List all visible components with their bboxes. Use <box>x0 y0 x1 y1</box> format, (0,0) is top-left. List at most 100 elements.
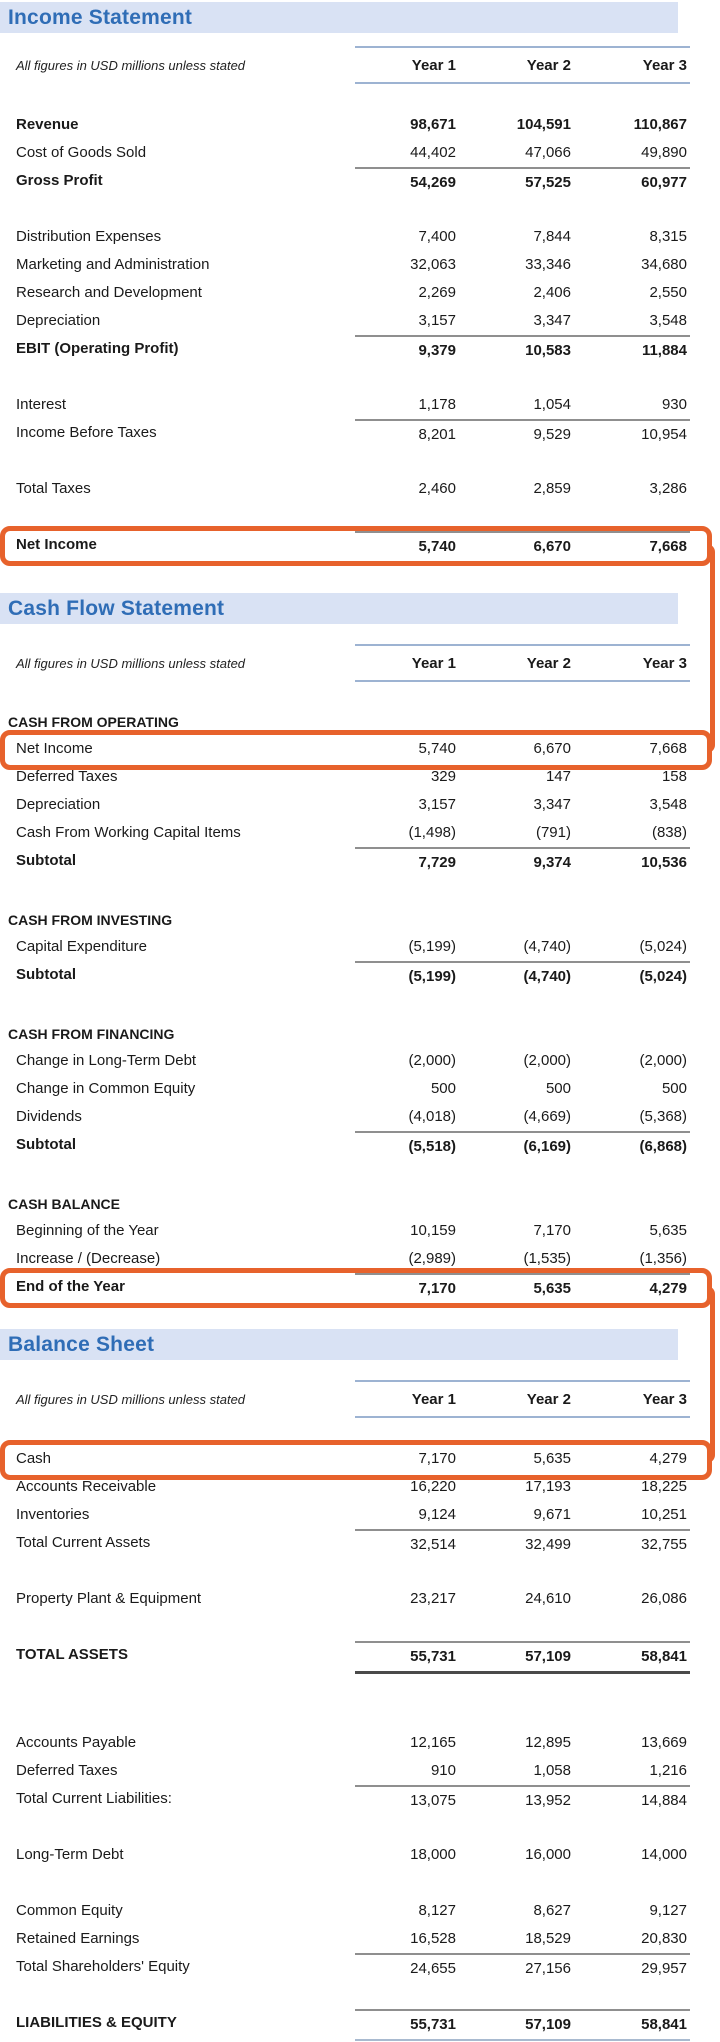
table-row: LIABILITIES & EQUITY 55,731 57,109 58,841 <box>6 2009 720 2041</box>
row-value: 7,170 <box>355 1273 459 1306</box>
table-row: Net Income 5,740 6,670 7,668 <box>0 730 720 770</box>
row-label: Net Income <box>16 536 97 553</box>
row-value: 57,109 <box>459 2009 574 2041</box>
row-label: End of the Year <box>16 1278 125 1295</box>
row-value: 5,635 <box>533 1450 571 1467</box>
table-row: Distribution Expenses 7,400 7,844 8,315 <box>6 223 720 251</box>
row-label: LIABILITIES & EQUITY <box>16 2014 177 2031</box>
row-label: Capital Expenditure <box>16 938 147 955</box>
row-value: 18,000 <box>410 1846 456 1863</box>
row-value: 98,671 <box>410 116 456 133</box>
row-value: 9,529 <box>459 419 574 449</box>
row-label: Cost of Goods Sold <box>16 144 147 161</box>
row-value: 55,731 <box>355 1641 459 1674</box>
table-row: Subtotal 7,729 9,374 10,536 <box>6 847 720 875</box>
row-value: 26,086 <box>641 1590 687 1607</box>
row-value: (5,518) <box>355 1131 459 1161</box>
row-value: (5,199) <box>355 961 459 991</box>
section-title-band: Balance Sheet <box>0 1329 678 1360</box>
row-value: 9,127 <box>649 1902 687 1919</box>
table-row: Common Equity 8,127 8,627 9,127 <box>6 1897 720 1925</box>
row-value: 3,347 <box>533 312 571 329</box>
statement-section-cash-flow-statement: Cash Flow Statement All figures in USD mi… <box>0 593 720 1308</box>
row-value: 13,669 <box>641 1734 687 1751</box>
table-row: Total Shareholders' Equity 24,655 27,156 29… <box>6 1953 720 1981</box>
row-value: 12,165 <box>410 1734 456 1751</box>
table-header: All figures in USD millions unless state… <box>6 1380 720 1418</box>
row-value: 6,670 <box>459 531 574 564</box>
row-group: Net Income 5,740 6,670 7,668 <box>0 526 720 566</box>
table-row: Dividends (4,018) (4,669) (5,368) <box>6 1103 720 1131</box>
row-value: 57,109 <box>459 1641 574 1674</box>
table-row: TOTAL ASSETS 55,731 57,109 58,841 <box>6 1641 720 1674</box>
row-label: Income Before Taxes <box>16 424 157 441</box>
row-value: 8,201 <box>355 419 459 449</box>
row-value: 12,895 <box>525 1734 571 1751</box>
row-label: EBIT (Operating Profit) <box>16 340 179 357</box>
row-value: (838) <box>651 824 687 841</box>
table-row: Deferred Taxes 329 147 158 <box>6 763 720 791</box>
row-label: Property Plant & Equipment <box>16 1590 202 1607</box>
row-label: Accounts Payable <box>16 1734 137 1751</box>
table-row: Cash 7,170 5,635 4,279 <box>0 1440 720 1480</box>
row-value: (4,740) <box>459 961 574 991</box>
row-group: Property Plant & Equipment 23,217 24,610 26… <box>6 1585 720 1613</box>
row-label: Total Shareholders' Equity <box>16 1958 190 1975</box>
group-caption: CASH FROM INVESTING <box>8 912 173 928</box>
table-row: Gross Profit 54,269 57,525 60,977 <box>6 167 720 195</box>
row-value: 1,054 <box>533 396 571 413</box>
table-row: Income Before Taxes 8,201 9,529 10,954 <box>6 419 720 447</box>
table-header: All figures in USD millions unless state… <box>6 644 720 682</box>
row-label: Deferred Taxes <box>16 1762 118 1779</box>
row-value: 34,680 <box>641 256 687 273</box>
row-label: Total Taxes <box>16 480 91 497</box>
units-note: All figures in USD millions unless state… <box>16 655 246 671</box>
row-value: 58,841 <box>574 1641 690 1674</box>
table-row: Change in Long-Term Debt (2,000) (2,000) (2… <box>6 1047 720 1075</box>
table-row: Increase / (Decrease) (2,989) (1,535) (1,35… <box>6 1245 720 1273</box>
statement-section-income-statement: Income Statement All figures in USD milli… <box>0 2 720 566</box>
row-label: Change in Common Equity <box>16 1080 196 1097</box>
row-value: 8,127 <box>418 1902 456 1919</box>
row-value: 2,460 <box>418 480 456 497</box>
row-value: 147 <box>545 768 571 785</box>
row-label: Retained Earnings <box>16 1930 140 1947</box>
row-value: 6,670 <box>533 740 571 757</box>
row-value: 11,884 <box>574 335 690 365</box>
table-row: Research and Development 2,269 2,406 2,550 <box>6 279 720 307</box>
section-title: Income Statement <box>8 5 193 29</box>
row-value: 57,525 <box>459 167 574 197</box>
row-value: 16,000 <box>525 1846 571 1863</box>
statement-section-balance-sheet: Balance Sheet All figures in USD millions… <box>0 1329 720 2041</box>
row-label: Long-Term Debt <box>16 1846 124 1863</box>
table-row: Depreciation 3,157 3,347 3,548 <box>6 791 720 819</box>
row-value: 500 <box>661 1080 687 1097</box>
row-value: (1,356) <box>639 1250 687 1267</box>
table-row: Total Taxes 2,460 2,859 3,286 <box>6 475 720 503</box>
row-value: 3,157 <box>418 312 456 329</box>
row-label: Inventories <box>16 1506 90 1523</box>
row-value: 4,279 <box>649 1450 687 1467</box>
row-value: (5,368) <box>639 1108 687 1125</box>
table-row: Total Current Liabilities: 13,075 13,952 14… <box>6 1785 720 1813</box>
table-row: Inventories 9,124 9,671 10,251 <box>6 1501 720 1529</box>
row-value: 54,269 <box>355 167 459 197</box>
row-value: 10,159 <box>410 1222 456 1239</box>
row-value: 32,063 <box>410 256 456 273</box>
row-value: (4,669) <box>523 1108 571 1125</box>
row-value: 5,740 <box>355 531 459 564</box>
row-value: 7,844 <box>533 228 571 245</box>
row-value: 158 <box>661 768 687 785</box>
table-row: Cash From Working Capital Items (1,498) (7… <box>6 819 720 847</box>
row-label: Research and Development <box>16 284 202 301</box>
column-header-year-3: Year 3 <box>574 1380 690 1418</box>
row-value: 1,178 <box>418 396 456 413</box>
table-row: Change in Common Equity 500 500 500 <box>6 1075 720 1103</box>
row-group: CASH FROM FINANCING Change in Long-Term D… <box>6 1021 720 1159</box>
row-value: 8,627 <box>533 1902 571 1919</box>
row-value: (5,024) <box>574 961 690 991</box>
section-title-band: Income Statement <box>0 2 678 33</box>
table-row: Subtotal (5,199) (4,740) (5,024) <box>6 961 720 989</box>
row-value: 104,591 <box>516 116 571 133</box>
row-label: Gross Profit <box>16 172 103 189</box>
